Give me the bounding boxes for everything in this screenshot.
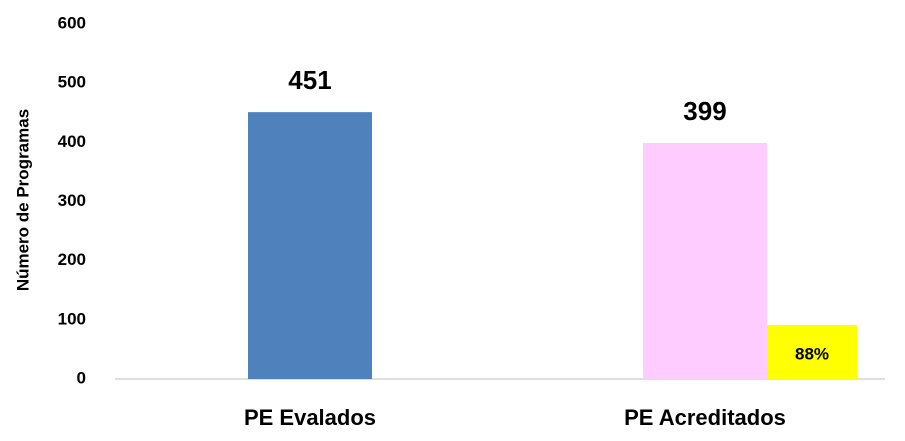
value-label: 399 — [683, 96, 726, 126]
bar — [643, 142, 767, 379]
x-tick-label: PE Evalados — [244, 405, 376, 430]
bar — [248, 112, 372, 380]
y-tick-label: 600 — [58, 13, 86, 32]
value-label: 451 — [288, 65, 331, 95]
annotation-box — [767, 325, 857, 380]
x-tick-label: PE Acreditados — [624, 405, 786, 430]
y-tick-label: 200 — [58, 250, 86, 269]
y-tick-label: 500 — [58, 73, 86, 92]
y-tick-label: 0 — [77, 368, 86, 387]
y-tick-label: 300 — [58, 191, 86, 210]
y-axis-label: Número de Programas — [13, 109, 32, 291]
y-tick-label: 400 — [58, 132, 86, 151]
y-tick-label: 100 — [58, 309, 86, 328]
annotation: 88% — [795, 344, 829, 363]
